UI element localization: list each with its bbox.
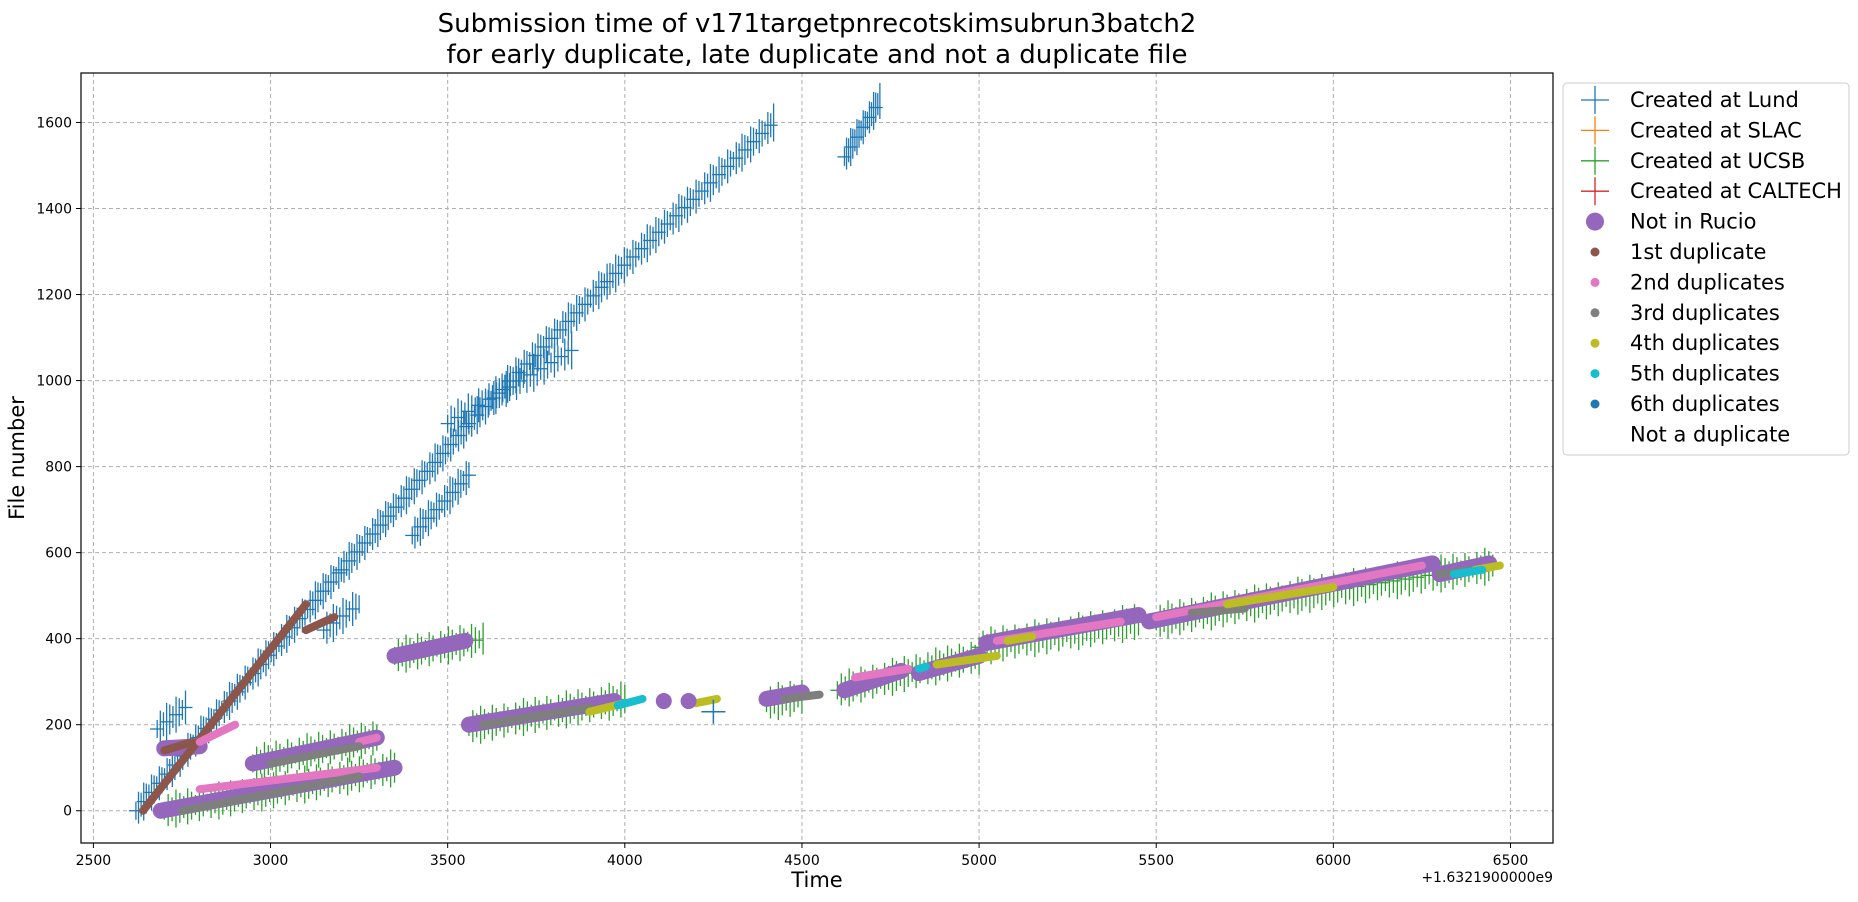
series-3-segment-1 <box>160 737 197 755</box>
data-point-0 <box>655 693 672 710</box>
y-tick-label: 1000 <box>36 374 72 390</box>
y-tick-label: 1400 <box>36 202 72 218</box>
y-tick-label: 600 <box>45 546 72 562</box>
series-7-segment-1 <box>914 662 930 673</box>
y-tick-label: 200 <box>45 718 72 734</box>
series-5-segment-2 <box>479 703 594 729</box>
legend-marker-plus <box>1581 86 1609 114</box>
legend-item-0: Created at Lund <box>1581 86 1799 114</box>
legend-item-11: Not a duplicate <box>1630 422 1790 446</box>
series-3 <box>138 600 339 815</box>
series-0-segment-3 <box>600 103 778 295</box>
series-7 <box>613 565 1487 710</box>
legend-item-3: Created at CALTECH <box>1581 177 1842 206</box>
x-offset-label: +1.6321900000e9 <box>1421 870 1553 886</box>
y-tick-label: 1600 <box>36 115 72 131</box>
legend-marker-dot <box>1590 247 1600 257</box>
legend-item-9: 5th duplicates <box>1590 362 1780 386</box>
x-tick-label: 3500 <box>430 853 466 869</box>
series-6-segment-2 <box>932 651 1001 669</box>
series-7-segment-0 <box>613 694 647 710</box>
series-3-segment-2 <box>301 613 339 635</box>
legend-label: 1st duplicate <box>1630 240 1766 264</box>
legend-label: Not a duplicate <box>1630 422 1790 446</box>
x-tick-label: 6000 <box>1316 853 1352 869</box>
x-tick-label: 5000 <box>961 853 997 869</box>
data-point-1 <box>680 693 697 710</box>
legend: Created at Lund Created at SLAC Created at… <box>1562 82 1850 456</box>
legend-item-6: 2nd duplicates <box>1590 270 1785 294</box>
legend-item-10: 6th duplicates <box>1590 392 1780 416</box>
legend-item-5: 1st duplicate <box>1590 240 1766 264</box>
series-6-segment-4 <box>1223 583 1338 609</box>
legend-marker-dot <box>1590 308 1600 318</box>
axis-ticks: 2500 3000 3500 4000 4500 5000 5500 6000 6500 0 200… <box>36 115 1528 869</box>
x-tick-label: 2500 <box>76 853 112 869</box>
series-4-segment-0 <box>195 720 240 746</box>
series-0-segment-2 <box>461 263 609 437</box>
chart-title: Submission time of v171targetpnrecotskim… <box>438 9 1197 70</box>
legend-label: 5th duplicates <box>1630 362 1780 386</box>
legend-marker-plus <box>1581 116 1609 145</box>
y-tick-label: 800 <box>45 460 72 476</box>
legend-item-8: 4th duplicates <box>1590 331 1780 355</box>
legend-marker-big-dot <box>1586 212 1604 231</box>
legend-label: Not in Rucio <box>1630 210 1756 234</box>
series-0-segment-5 <box>440 331 579 438</box>
legend-label: Created at CALTECH <box>1630 179 1842 203</box>
y-tick-label: 400 <box>45 632 72 648</box>
legend-box <box>1562 82 1850 456</box>
legend-marker-dot <box>1590 369 1600 379</box>
x-tick-label: 4000 <box>607 853 643 869</box>
legend-item-7: 3rd duplicates <box>1590 301 1780 325</box>
legend-item-2: Created at UCSB <box>1581 146 1805 175</box>
legend-marker-plus <box>1581 177 1609 206</box>
x-tick-label: 6500 <box>1493 853 1529 869</box>
series-5-segment-0 <box>177 772 364 815</box>
series-5-segment-3 <box>780 690 824 703</box>
legend-item-1: Created at SLAC <box>1581 116 1802 145</box>
legend-label: 6th duplicates <box>1630 392 1780 416</box>
series-7-segment-2 <box>1449 565 1487 579</box>
series-4-segment-2 <box>355 733 381 746</box>
y-tick-label: 1200 <box>36 288 72 304</box>
series-0-segment-7 <box>150 690 193 743</box>
grid <box>81 73 1553 843</box>
legend-item-4: Not in Rucio <box>1586 210 1756 234</box>
y-tick-label: 0 <box>63 804 72 820</box>
series-6-segment-3 <box>1003 632 1037 645</box>
series-0-segment-6 <box>837 82 883 170</box>
series-5-segment-4 <box>1187 604 1249 617</box>
series-4-segment-1 <box>195 763 381 794</box>
legend-marker-dot <box>1590 338 1600 348</box>
legend-marker-plus <box>1581 146 1609 175</box>
legend-label: Created at SLAC <box>1630 118 1802 142</box>
series-0-segment-4 <box>405 461 476 549</box>
x-axis-label: Time <box>790 868 842 892</box>
data-point-2 <box>701 699 726 724</box>
data-series <box>128 82 1504 828</box>
x-tick-label: 5500 <box>1138 853 1174 869</box>
legend-label: Created at Lund <box>1630 88 1799 112</box>
x-tick-label: 4500 <box>784 853 820 869</box>
legend-marker-dot <box>1590 399 1600 409</box>
series-0-segment-1 <box>334 410 474 583</box>
legend-label: Created at UCSB <box>1630 149 1805 173</box>
legend-label: 3rd duplicates <box>1630 301 1780 325</box>
y-axis-label: File number <box>5 396 29 520</box>
legend-label: 4th duplicates <box>1630 331 1780 355</box>
legend-label: 2nd duplicates <box>1630 270 1785 294</box>
series-4-segment-3 <box>851 664 913 682</box>
x-tick-label: 3000 <box>253 853 289 869</box>
series-5-segment-1 <box>266 742 364 768</box>
chart-title-line-1: Submission time of v171targetpnrecotskim… <box>438 9 1197 39</box>
plot-frame <box>80 72 1554 844</box>
series-3-segment-0 <box>138 600 310 815</box>
series-2-segment-3 <box>386 632 474 664</box>
chart-title-line-2: for early duplicate, late duplicate and … <box>446 40 1187 70</box>
series-6-segment-1 <box>691 694 721 708</box>
legend-marker-dot <box>1590 277 1600 287</box>
